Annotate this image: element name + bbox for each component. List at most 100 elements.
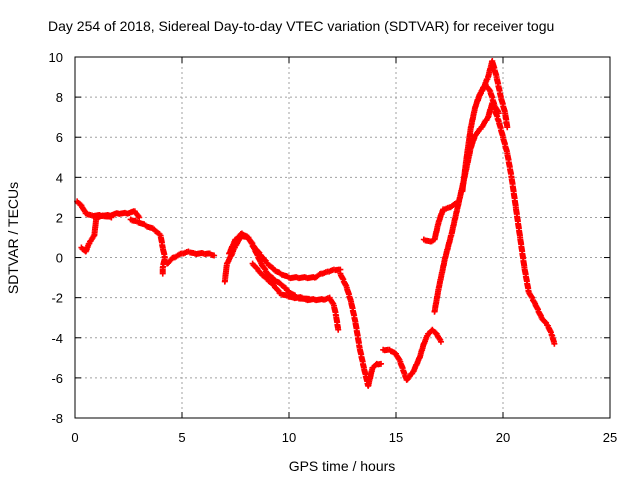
data-point-run	[428, 237, 437, 245]
data-point-run	[221, 262, 230, 284]
data-point	[211, 252, 218, 259]
data-point-run	[430, 328, 439, 336]
data-point	[504, 124, 511, 131]
y-tick-label: 2	[56, 210, 63, 225]
y-tick-label: 8	[56, 90, 63, 105]
data-point-run	[272, 277, 283, 286]
data-point-run	[517, 236, 528, 269]
x-tick-label: 25	[603, 430, 617, 445]
series-arc-3	[127, 216, 168, 277]
series-arc-5	[221, 232, 344, 285]
y-tick-label: -6	[51, 371, 63, 386]
data-point-run	[473, 125, 484, 138]
series-arc-4	[164, 248, 218, 267]
data-point-run	[135, 219, 148, 228]
data-point	[378, 360, 385, 367]
data-point-run	[504, 152, 515, 180]
y-tick-label: 6	[56, 130, 63, 145]
data-point-run	[426, 327, 435, 337]
y-tick-label: -2	[51, 291, 63, 306]
series-arc-13	[474, 82, 502, 117]
data-point-run	[265, 278, 276, 288]
data-point-run	[250, 262, 264, 276]
x-tick-label: 0	[71, 430, 78, 445]
data-point-run	[84, 211, 94, 218]
data-point-run	[333, 314, 342, 332]
data-point	[307, 296, 314, 303]
data-point	[495, 110, 502, 117]
grid-layer	[75, 57, 610, 418]
data-point-run	[319, 269, 329, 277]
data-point-run	[422, 237, 432, 245]
data-point-run	[272, 267, 283, 276]
x-axis-label: GPS time / hours	[289, 458, 396, 474]
data-point-run	[132, 210, 142, 219]
data-point-run	[87, 233, 97, 244]
series-arc-9	[380, 326, 444, 383]
data-point-run	[75, 199, 84, 208]
data-point-run	[489, 59, 500, 79]
data-point-run	[208, 251, 216, 259]
data-point-run	[337, 272, 350, 289]
data-point-run	[265, 262, 276, 272]
data-point-run	[356, 346, 367, 370]
data-point-run	[513, 206, 523, 239]
data-point-run	[101, 213, 113, 220]
x-tick-label: 10	[282, 430, 296, 445]
data-point-run	[321, 295, 332, 303]
data-point-run	[404, 370, 416, 383]
data-point-run	[300, 295, 312, 302]
data-point-run	[279, 291, 289, 299]
data-point-run	[493, 75, 504, 99]
data-point	[335, 326, 342, 333]
series-arc-2	[78, 212, 115, 255]
data-point-run	[259, 272, 270, 282]
data-point-run	[144, 223, 156, 232]
data-point-run	[521, 266, 532, 294]
data-point-run	[258, 262, 270, 276]
data-point-run	[483, 83, 493, 93]
y-tick-label: -8	[51, 411, 63, 426]
y-tick-label: 0	[56, 251, 63, 266]
data-point-run	[326, 267, 336, 275]
data-point-run	[463, 125, 474, 160]
data-point-run	[202, 250, 212, 258]
data-point-run	[410, 355, 422, 375]
data-point-run	[441, 204, 451, 213]
data-point	[108, 214, 115, 221]
chart-title: Day 254 of 2018, Sidereal Day-to-day VTE…	[48, 18, 554, 34]
data-point-run	[459, 155, 470, 194]
data-point-run	[431, 286, 442, 314]
x-tick-label: 20	[496, 430, 510, 445]
data-point-run	[180, 249, 190, 257]
data-point-run	[226, 237, 238, 256]
data-point-run	[508, 176, 519, 209]
data-point-run	[365, 366, 376, 389]
data-point-run	[381, 346, 391, 354]
y-tick-label: -4	[51, 331, 63, 346]
data-point-run	[500, 136, 510, 155]
data-point-run	[496, 120, 506, 139]
data-point-run	[498, 96, 508, 115]
data-point	[159, 270, 166, 277]
data-point-run	[240, 231, 251, 240]
data-point-run	[344, 286, 354, 304]
series-arc-6	[226, 230, 342, 333]
data-point-run	[95, 212, 105, 221]
data-point	[136, 214, 143, 221]
data-point-run	[129, 217, 139, 224]
data-point-run	[348, 300, 359, 324]
data-point-run	[265, 272, 276, 282]
marks-layer	[74, 58, 558, 389]
data-point-run	[468, 105, 478, 130]
data-point-run	[436, 255, 448, 290]
y-tick-label: 10	[49, 50, 63, 65]
data-point-run	[187, 249, 197, 257]
data-point	[437, 338, 444, 345]
series-arc-7	[249, 260, 314, 303]
data-point-run	[285, 293, 295, 301]
data-point-run	[532, 302, 544, 319]
data-point-run	[431, 220, 442, 242]
series-arc-10	[420, 200, 459, 245]
